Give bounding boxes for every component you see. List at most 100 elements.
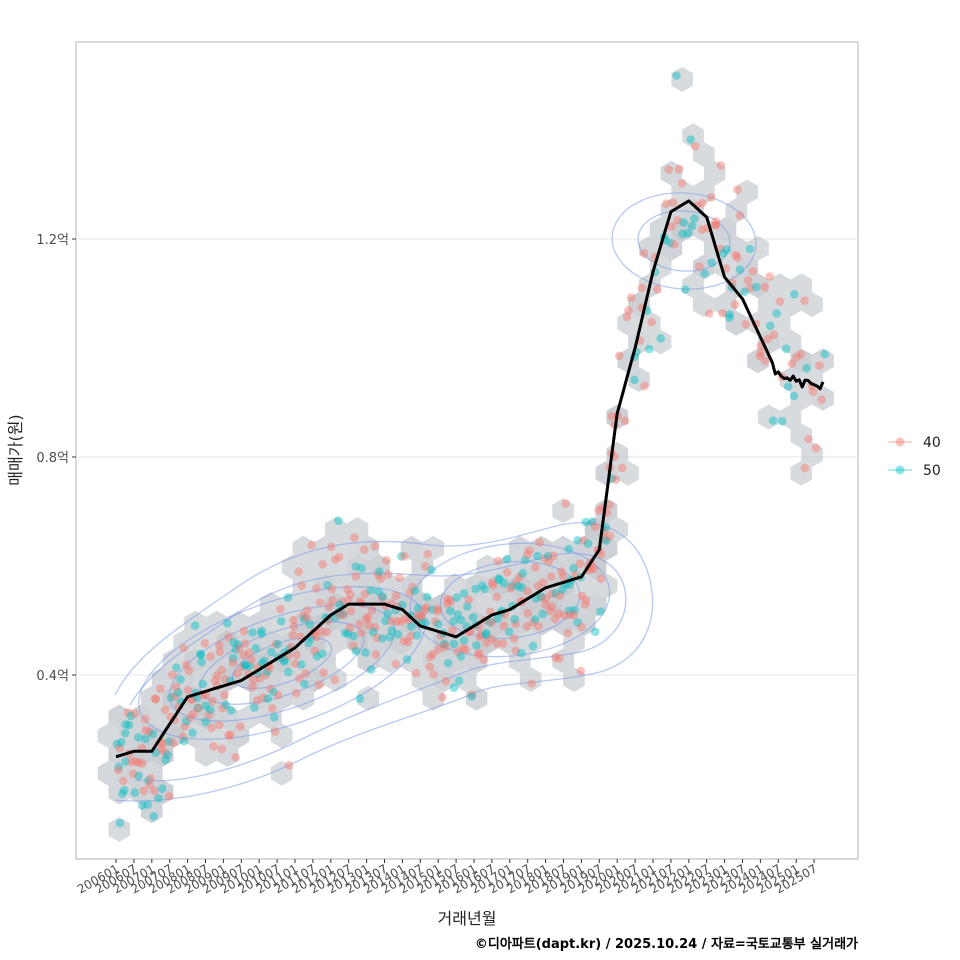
- data-point-50: [700, 269, 709, 278]
- hexbin-cell: [649, 329, 672, 355]
- data-point-50: [312, 652, 322, 661]
- hexbin-cell: [725, 310, 748, 336]
- data-point-50: [248, 628, 257, 637]
- hexbin-cell: [195, 629, 217, 655]
- hexbin-cell: [530, 535, 553, 561]
- data-point-40: [261, 670, 271, 680]
- hexbin-cell: [335, 535, 358, 561]
- hexbin-cell: [682, 123, 704, 149]
- data-point-40: [479, 655, 489, 664]
- hexbin-cell: [790, 348, 813, 374]
- hexbin-cell: [184, 610, 206, 636]
- data-point-40: [555, 591, 564, 600]
- hexbin-cell: [216, 704, 239, 730]
- data-point-40: [270, 727, 280, 736]
- data-point-40: [364, 620, 374, 630]
- data-point-40: [171, 682, 181, 692]
- hexbin-cell: [693, 292, 715, 317]
- data-point-40: [255, 673, 265, 683]
- data-point-40: [787, 359, 797, 368]
- data-point-40: [209, 742, 218, 751]
- data-point-40: [706, 193, 716, 202]
- data-point-50: [528, 641, 538, 651]
- data-point-40: [276, 604, 285, 614]
- data-point-40: [559, 610, 569, 620]
- data-point-50: [182, 716, 191, 726]
- data-point-50: [375, 567, 384, 576]
- data-point-40: [168, 670, 177, 680]
- hexbin-cell: [433, 592, 455, 617]
- data-point-50: [422, 592, 432, 602]
- data-point-40: [168, 738, 178, 748]
- data-point-50: [143, 800, 152, 809]
- data-point-40: [775, 297, 785, 306]
- hexbin-cell: [400, 610, 423, 636]
- data-point-40: [677, 178, 687, 188]
- data-point-40: [441, 642, 450, 651]
- data-point-40: [575, 559, 585, 568]
- data-point-50: [502, 554, 512, 564]
- hexbin-cell: [303, 554, 325, 580]
- x-axis-title: 거래년월: [438, 909, 497, 928]
- hexbin-cell: [205, 685, 228, 711]
- density-contour: [611, 192, 757, 290]
- hexbin-cell: [703, 160, 726, 186]
- data-point-40: [473, 650, 483, 660]
- data-point-40: [615, 351, 624, 361]
- data-point-50: [407, 622, 416, 631]
- hexbin-cell: [660, 160, 683, 186]
- y-axis-ticks: 0.4억 0.8억 1.2억: [36, 233, 76, 684]
- data-point-50: [304, 638, 314, 648]
- data-point-40: [405, 588, 415, 597]
- data-point-40: [391, 591, 401, 600]
- data-point-40: [420, 605, 430, 615]
- hexbin-cell: [465, 573, 488, 599]
- data-point-40: [218, 703, 227, 713]
- data-point-40: [413, 610, 422, 620]
- data-point-40: [355, 619, 364, 629]
- data-point-50: [118, 789, 127, 799]
- caption: ©디아파트(dapt.kr) / 2025.10.24 / 자료=국토교통부 실…: [475, 936, 858, 952]
- hexbin-cell: [444, 610, 466, 636]
- data-point-40: [670, 240, 679, 249]
- data-point-50: [681, 285, 690, 294]
- data-point-40: [134, 758, 143, 767]
- data-point-40: [206, 652, 215, 661]
- data-point-50: [385, 632, 395, 642]
- legend-key-dot: [895, 437, 905, 447]
- data-point-40: [431, 617, 440, 626]
- data-point-40: [428, 649, 438, 659]
- data-point-40: [210, 676, 220, 685]
- data-point-50: [334, 516, 343, 525]
- hexbin-cell: [476, 554, 499, 580]
- data-point-50: [573, 536, 582, 545]
- data-point-50: [257, 626, 266, 636]
- data-point-40: [746, 283, 755, 293]
- data-point-40: [312, 584, 321, 593]
- data-point-40: [554, 609, 563, 618]
- data-point-40: [716, 161, 726, 170]
- data-point-40: [537, 593, 546, 602]
- data-point-40: [123, 708, 133, 717]
- data-point-40: [482, 638, 491, 648]
- data-point-40: [207, 723, 216, 733]
- data-point-40: [373, 570, 383, 580]
- data-point-50: [530, 615, 540, 624]
- hexbin-cell: [151, 779, 174, 805]
- data-point-40: [345, 623, 355, 632]
- data-point-40: [271, 639, 281, 649]
- data-point-50: [536, 592, 546, 601]
- data-point-50: [121, 720, 131, 729]
- data-point-40: [416, 612, 425, 622]
- hexbin-cell: [552, 498, 574, 524]
- data-point-40: [533, 581, 543, 591]
- data-point-40: [295, 674, 304, 683]
- data-point-40: [569, 610, 579, 620]
- data-point-50: [471, 584, 481, 594]
- hexbin-cell: [660, 235, 683, 261]
- data-point-40: [344, 596, 353, 605]
- data-point-40: [733, 185, 742, 194]
- data-point-40: [131, 757, 140, 766]
- data-point-40: [531, 563, 540, 572]
- data-point-50: [260, 656, 269, 666]
